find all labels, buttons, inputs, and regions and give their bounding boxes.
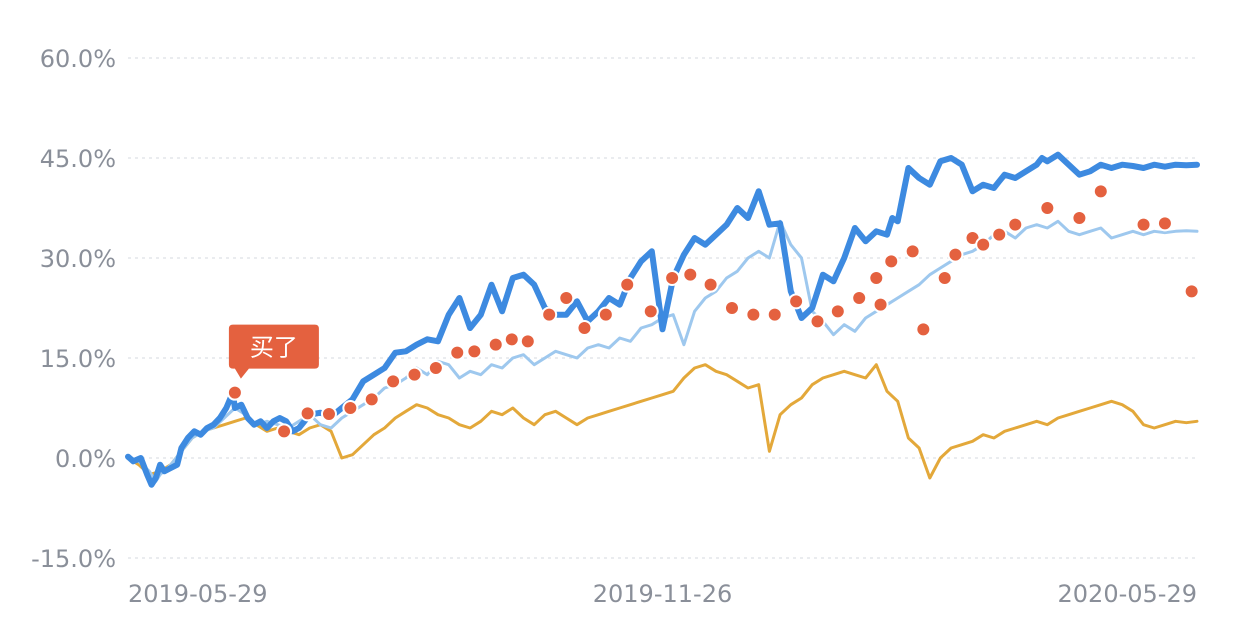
x-tick-label: 2019-11-26 [593,580,732,608]
y-tick-label: 30.0% [40,245,116,273]
y-tick-label: -15.0% [31,545,116,573]
buy-marker [872,296,889,313]
buy-marker [788,293,805,310]
buy-marker [904,243,921,260]
buy-marker [975,236,992,253]
y-tick-label: 0.0% [55,445,116,473]
series-line-thin-benchmark [126,363,1199,480]
buy-marker [915,321,932,338]
buy-marker [558,290,575,306]
x-tick-label: 2019-05-29 [128,580,267,608]
buy-marker [503,331,520,348]
callout-label: 买了 [250,334,298,362]
y-tick-label: 60.0% [40,45,116,73]
buy-marker [766,306,783,323]
buy-marker [427,360,444,376]
buy-marker [1183,283,1200,300]
buy-marker [723,300,740,316]
buy-marker [541,306,558,323]
buy-marker [619,276,636,293]
buy-callout: 买了 [228,324,319,379]
buy-marker [406,366,423,383]
buy-marker [342,400,359,416]
buy-marker [1135,216,1152,233]
buy-marker [1092,183,1109,200]
buy-marker [276,423,293,440]
buy-marker [226,384,243,401]
buy-marker [642,303,659,320]
buy-marker [1039,200,1056,216]
buy-marker [1007,216,1024,233]
buy-marker [299,405,316,422]
buy-marker [868,270,885,286]
buy-marker [682,266,699,283]
buy-marker [466,343,483,360]
buy-marker [1156,215,1173,232]
series-line-thick [125,151,1200,488]
buy-marker [385,373,402,390]
buy-marker [363,391,380,408]
buy-marker [449,344,466,361]
x-tick-label: 2020-05-29 [1058,580,1197,608]
buy-marker [519,333,536,350]
buy-marker [702,276,719,293]
x-axis-ticks: 2019-05-29 2019-11-26 2020-05-29 [128,580,1197,608]
buy-marker [487,336,504,353]
buy-marker [809,313,826,330]
buy-marker [1071,210,1088,226]
buy-marker [991,226,1008,243]
y-tick-label: 15.0% [40,345,116,373]
buy-marker [947,246,964,263]
series-line-thin-light [126,219,1199,483]
buy-marker [829,303,846,320]
callout-bubble [228,324,319,379]
buy-marker [576,320,593,336]
buy-marker [664,270,681,286]
buy-marker [851,290,868,306]
buy-marker [745,306,762,323]
buy-marker [936,270,953,286]
buy-marker [320,406,337,422]
buy-markers [226,183,1200,440]
series-lines [125,151,1200,488]
gridlines [128,57,1197,559]
y-axis-ticks: -15.0% 0.0% 15.0% 30.0% 45.0% 60.0% [31,45,116,573]
buy-marker [883,253,900,270]
buy-marker [597,306,614,323]
y-tick-label: 45.0% [40,145,116,173]
